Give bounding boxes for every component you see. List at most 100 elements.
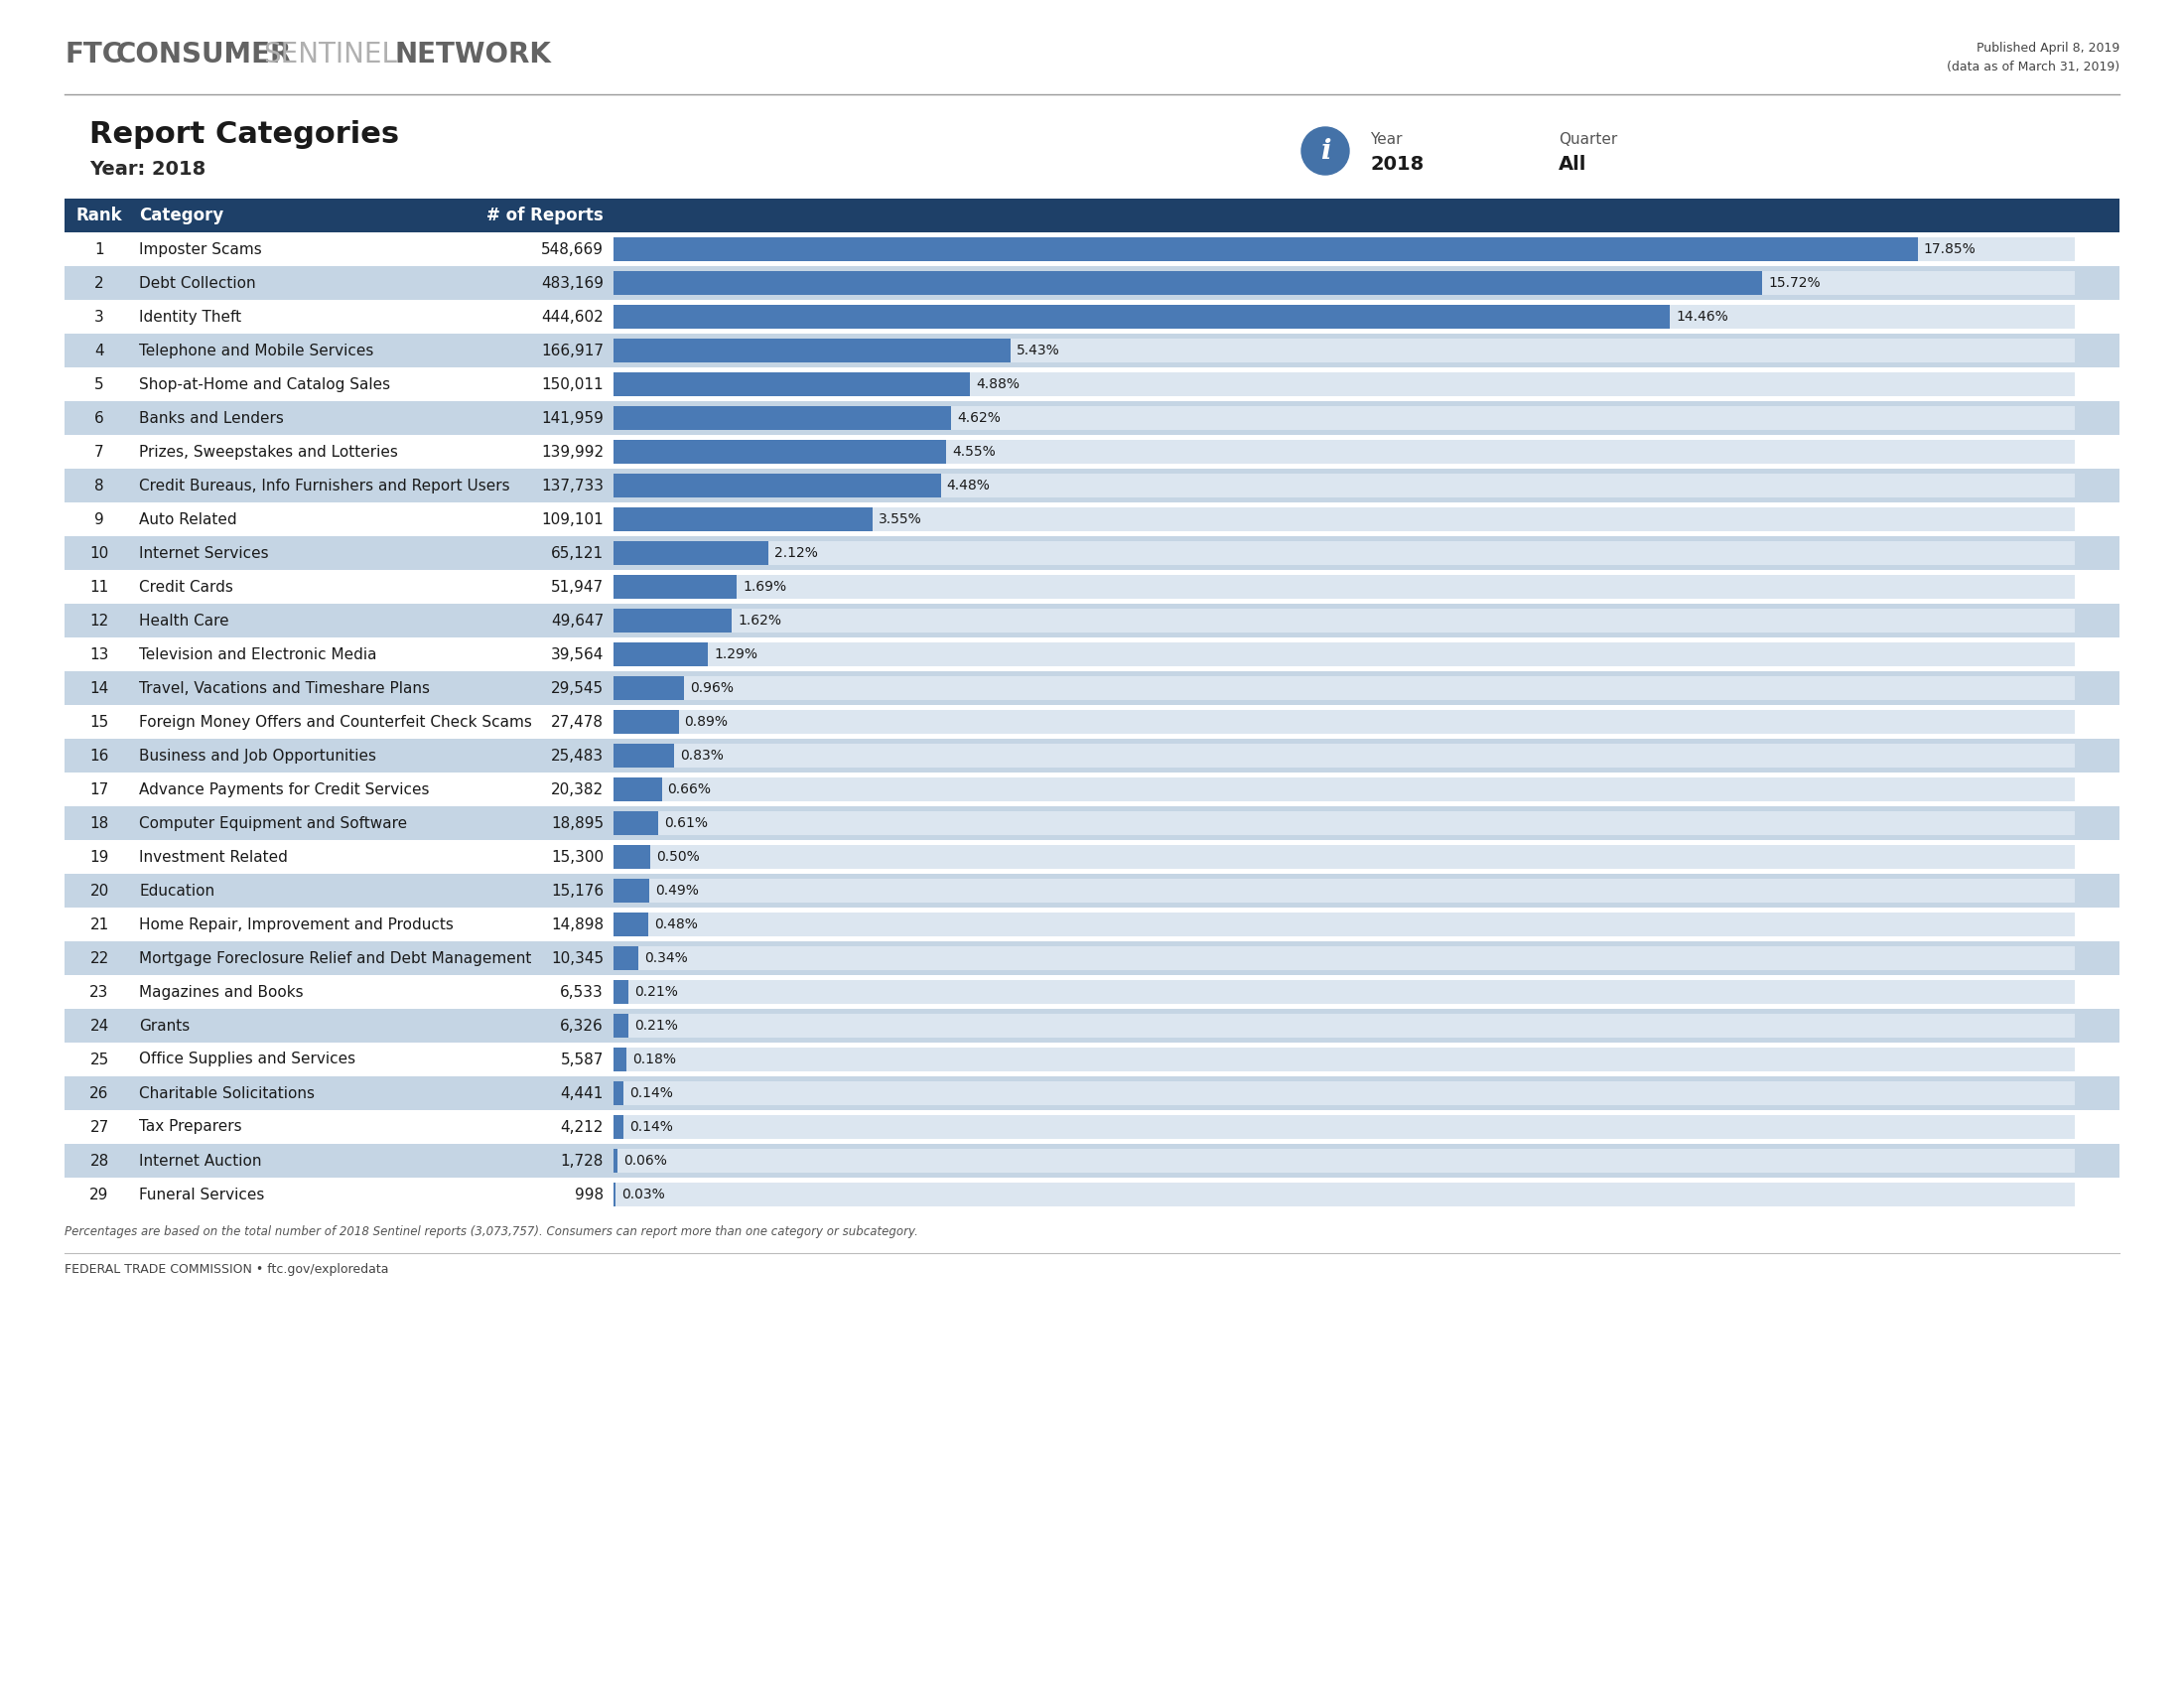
Text: 998: 998 — [574, 1187, 603, 1202]
FancyBboxPatch shape — [614, 1183, 2075, 1207]
Text: Education: Education — [140, 883, 214, 898]
Text: 15,300: 15,300 — [550, 849, 603, 864]
FancyBboxPatch shape — [614, 576, 2075, 599]
Text: 7: 7 — [94, 444, 105, 459]
FancyBboxPatch shape — [614, 407, 950, 430]
Text: 5: 5 — [94, 376, 105, 392]
FancyBboxPatch shape — [614, 711, 679, 734]
Text: 3: 3 — [94, 309, 105, 324]
Text: 548,669: 548,669 — [542, 241, 603, 257]
Text: 150,011: 150,011 — [542, 376, 603, 392]
FancyBboxPatch shape — [614, 272, 2075, 295]
Text: 1,728: 1,728 — [561, 1153, 603, 1168]
FancyBboxPatch shape — [66, 942, 2118, 976]
FancyBboxPatch shape — [614, 744, 675, 768]
FancyBboxPatch shape — [66, 706, 2118, 739]
Text: 26: 26 — [90, 1085, 109, 1101]
FancyBboxPatch shape — [614, 609, 2075, 633]
Text: 483,169: 483,169 — [542, 275, 603, 290]
Text: 29: 29 — [90, 1187, 109, 1202]
FancyBboxPatch shape — [614, 1082, 2075, 1106]
Text: 4,441: 4,441 — [561, 1085, 603, 1101]
FancyBboxPatch shape — [66, 503, 2118, 537]
Text: 0.61%: 0.61% — [664, 817, 708, 830]
Text: 14,898: 14,898 — [550, 917, 603, 932]
Text: Internet Auction: Internet Auction — [140, 1153, 262, 1168]
FancyBboxPatch shape — [614, 1014, 629, 1038]
FancyBboxPatch shape — [614, 1048, 627, 1072]
Text: 0.66%: 0.66% — [668, 783, 712, 797]
Text: Identity Theft: Identity Theft — [140, 309, 242, 324]
FancyBboxPatch shape — [614, 947, 2075, 971]
Text: 6,533: 6,533 — [559, 984, 603, 999]
Text: 6: 6 — [94, 410, 105, 425]
FancyBboxPatch shape — [66, 1043, 2118, 1077]
FancyBboxPatch shape — [614, 272, 1762, 295]
FancyBboxPatch shape — [614, 1048, 2075, 1072]
FancyBboxPatch shape — [614, 778, 662, 802]
FancyBboxPatch shape — [614, 306, 2075, 329]
Text: 14: 14 — [90, 680, 109, 695]
FancyBboxPatch shape — [66, 436, 2118, 469]
Text: Quarter: Quarter — [1559, 132, 1618, 147]
FancyBboxPatch shape — [66, 1111, 2118, 1144]
FancyBboxPatch shape — [66, 672, 2118, 706]
Text: Magazines and Books: Magazines and Books — [140, 984, 304, 999]
Text: 4.88%: 4.88% — [976, 378, 1020, 392]
FancyBboxPatch shape — [614, 542, 769, 565]
Text: Funeral Services: Funeral Services — [140, 1187, 264, 1202]
FancyBboxPatch shape — [66, 233, 2118, 267]
FancyBboxPatch shape — [614, 407, 2075, 430]
Text: 20,382: 20,382 — [550, 782, 603, 797]
FancyBboxPatch shape — [66, 267, 2118, 300]
Text: 20: 20 — [90, 883, 109, 898]
Text: 2018: 2018 — [1369, 154, 1424, 174]
FancyBboxPatch shape — [614, 812, 2075, 836]
Text: 15: 15 — [90, 714, 109, 729]
Text: 17.85%: 17.85% — [1924, 243, 1977, 257]
Text: 9: 9 — [94, 511, 105, 527]
FancyBboxPatch shape — [66, 773, 2118, 807]
Text: 8: 8 — [94, 478, 105, 493]
FancyBboxPatch shape — [66, 841, 2118, 874]
FancyBboxPatch shape — [614, 879, 2075, 903]
Text: 51,947: 51,947 — [550, 579, 603, 594]
Text: Year: Year — [1369, 132, 1402, 147]
Text: 12: 12 — [90, 613, 109, 628]
Text: Banks and Lenders: Banks and Lenders — [140, 410, 284, 425]
Text: 3.55%: 3.55% — [878, 513, 922, 527]
Text: 22: 22 — [90, 950, 109, 966]
Text: 0.48%: 0.48% — [655, 918, 699, 932]
Text: 0.14%: 0.14% — [629, 1121, 673, 1134]
FancyBboxPatch shape — [614, 1014, 2075, 1038]
FancyBboxPatch shape — [614, 441, 2075, 464]
Text: 27: 27 — [90, 1119, 109, 1134]
FancyBboxPatch shape — [614, 1150, 618, 1173]
Text: 27,478: 27,478 — [550, 714, 603, 729]
Text: 21: 21 — [90, 917, 109, 932]
Text: 49,647: 49,647 — [550, 613, 603, 628]
Text: 39,564: 39,564 — [550, 647, 603, 662]
FancyBboxPatch shape — [614, 339, 1011, 363]
FancyBboxPatch shape — [614, 1116, 625, 1139]
FancyBboxPatch shape — [66, 334, 2118, 368]
FancyBboxPatch shape — [614, 238, 1918, 262]
FancyBboxPatch shape — [614, 609, 732, 633]
FancyBboxPatch shape — [614, 947, 638, 971]
Text: 17: 17 — [90, 782, 109, 797]
FancyBboxPatch shape — [614, 744, 2075, 768]
Text: 1.62%: 1.62% — [738, 614, 782, 628]
FancyBboxPatch shape — [66, 739, 2118, 773]
Text: 14.46%: 14.46% — [1675, 311, 1728, 324]
Text: 2.12%: 2.12% — [775, 547, 819, 560]
Text: Investment Related: Investment Related — [140, 849, 288, 864]
Text: 15.72%: 15.72% — [1769, 277, 1819, 290]
Text: 0.18%: 0.18% — [633, 1053, 677, 1067]
FancyBboxPatch shape — [614, 1116, 2075, 1139]
FancyBboxPatch shape — [614, 474, 2075, 498]
Text: Internet Services: Internet Services — [140, 545, 269, 560]
Text: Prizes, Sweepstakes and Lotteries: Prizes, Sweepstakes and Lotteries — [140, 444, 397, 459]
Text: Published April 8, 2019
(data as of March 31, 2019): Published April 8, 2019 (data as of Marc… — [1946, 42, 2118, 74]
Text: 16: 16 — [90, 748, 109, 763]
Circle shape — [1302, 127, 1350, 176]
